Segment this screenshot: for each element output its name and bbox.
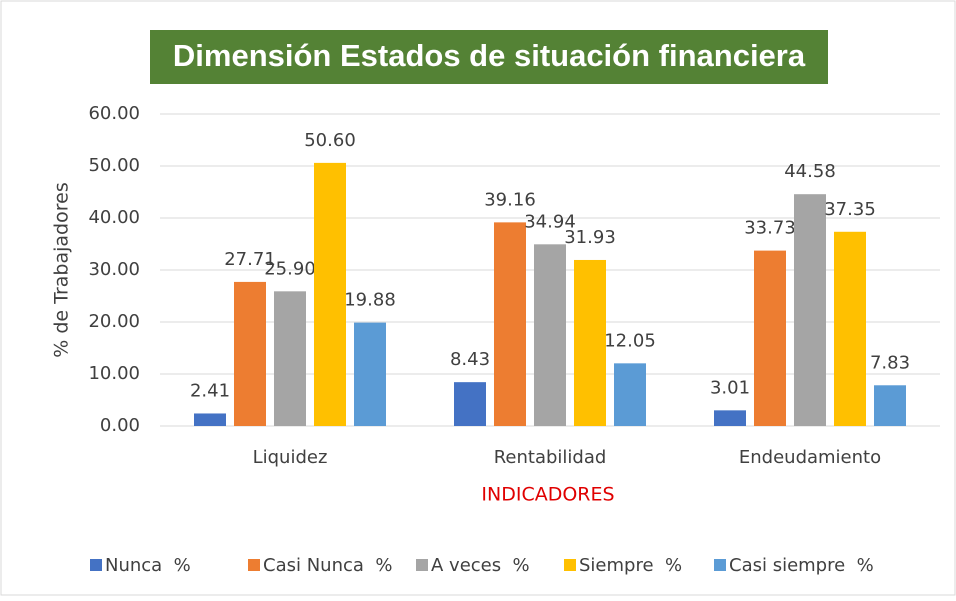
x-tick-label: Endeudamiento: [739, 447, 881, 468]
y-tick-label: 20.00: [88, 311, 140, 332]
data-label: 2.41: [190, 380, 230, 401]
y-tick-label: 50.00: [88, 155, 140, 176]
bar: [194, 413, 226, 426]
data-label: 50.60: [304, 130, 356, 151]
data-label: 44.58: [784, 161, 836, 182]
bar: [454, 382, 486, 426]
data-label: 8.43: [450, 349, 490, 370]
data-label: 12.05: [604, 330, 656, 351]
legend-swatch: [248, 559, 260, 571]
data-label: 3.01: [710, 377, 750, 398]
data-label: 33.73: [744, 218, 796, 239]
data-label: 19.88: [344, 290, 396, 311]
y-tick-label: 30.00: [88, 259, 140, 280]
legend-label: Nunca %: [105, 555, 191, 576]
legend-swatch: [416, 559, 428, 571]
legend-label: A veces %: [431, 555, 530, 576]
x-tick-label: Liquidez: [253, 447, 328, 468]
bar: [234, 281, 266, 426]
legend-label: Casi Nunca %: [263, 555, 392, 576]
bar: [714, 410, 746, 426]
data-label: 25.90: [264, 258, 316, 279]
data-label: 39.16: [484, 189, 536, 210]
bar: [494, 222, 526, 426]
bar: [574, 259, 606, 426]
data-label: 34.94: [524, 211, 576, 232]
data-label: 27.71: [224, 249, 276, 270]
legend-label: Siempre %: [579, 555, 682, 576]
title-box: [150, 30, 828, 84]
bar: [314, 162, 346, 426]
bar: [354, 322, 386, 426]
bar: [274, 291, 306, 426]
y-tick-label: 10.00: [88, 363, 140, 384]
bar: [794, 194, 826, 426]
data-label: 7.83: [870, 352, 910, 373]
legend-swatch: [90, 559, 102, 571]
data-label: 37.35: [824, 199, 876, 220]
legend-swatch: [714, 559, 726, 571]
y-tick-label: 40.00: [88, 207, 140, 228]
x-axis-label: INDICADORES: [481, 484, 614, 506]
bar: [534, 244, 566, 426]
bar: [834, 231, 866, 426]
y-axis-label: % de Trabajadores: [51, 182, 73, 357]
legend-label: Casi siempre %: [729, 555, 874, 576]
bar: [874, 385, 906, 426]
chart-title: Dimensión Estados de situación financier…: [173, 38, 806, 73]
bar: [614, 363, 646, 426]
y-tick-label: 0.00: [100, 415, 140, 436]
x-tick-label: Rentabilidad: [494, 447, 607, 468]
y-tick-label: 60.00: [88, 103, 140, 124]
legend-swatch: [564, 559, 576, 571]
data-label: 31.93: [564, 227, 616, 248]
bar: [754, 250, 786, 426]
